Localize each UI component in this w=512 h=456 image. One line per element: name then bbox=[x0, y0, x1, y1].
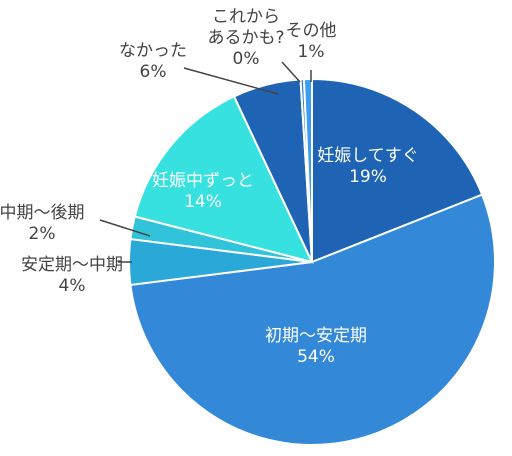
leader-line-6 bbox=[281, 61, 301, 83]
slice-percent: 1% bbox=[298, 42, 325, 62]
slice-label-5: なかった 6% bbox=[119, 41, 187, 82]
slice-name: 中期～後期 bbox=[0, 203, 85, 223]
pie-slice-7 bbox=[302, 77, 313, 263]
slice-percent: 14% bbox=[184, 192, 222, 212]
slice-name: なかった bbox=[119, 41, 187, 61]
pie-slice-4 bbox=[133, 95, 314, 264]
slice-name: あるかも? bbox=[207, 28, 284, 48]
slice-percent: 0% bbox=[233, 49, 260, 69]
slice-name: 初期～安定期 bbox=[265, 326, 367, 346]
slice-percent: 6% bbox=[140, 62, 167, 82]
slice-label-7: その他 1% bbox=[286, 21, 337, 62]
slice-name: これから bbox=[212, 7, 280, 27]
slice-label-4: 妊娠中ずっと 14% bbox=[152, 171, 254, 212]
slice-percent: 4% bbox=[59, 276, 86, 296]
slice-label-1: 初期～安定期 54% bbox=[265, 326, 367, 367]
slice-label-2: 安定期～中期 4% bbox=[21, 255, 123, 296]
slice-name: その他 bbox=[286, 21, 337, 41]
slice-name: 妊娠中ずっと bbox=[152, 171, 254, 191]
pie-slices bbox=[128, 77, 496, 446]
pie-slice-0 bbox=[311, 77, 484, 264]
slice-label-3: 中期～後期 2% bbox=[0, 203, 85, 244]
slice-name: 安定期～中期 bbox=[21, 255, 123, 275]
slice-percent: 54% bbox=[297, 347, 335, 367]
leader-line-3 bbox=[99, 219, 151, 237]
slice-label-0: 妊娠してすぐ 19% bbox=[317, 146, 419, 187]
pie-slice-1 bbox=[129, 193, 496, 446]
slice-percent: 19% bbox=[349, 167, 387, 187]
leader-lines bbox=[99, 61, 312, 263]
slice-label-6: これからあるかも? 0% bbox=[207, 7, 284, 69]
slice-percent: 2% bbox=[29, 224, 56, 244]
slice-labels: 妊娠してすぐ 19%初期～安定期 54%安定期～中期 4%中期～後期 2%妊娠中ずっと 1… bbox=[0, 7, 419, 367]
leader-line-5 bbox=[183, 67, 279, 95]
slice-name: 妊娠してすぐ bbox=[317, 146, 419, 166]
